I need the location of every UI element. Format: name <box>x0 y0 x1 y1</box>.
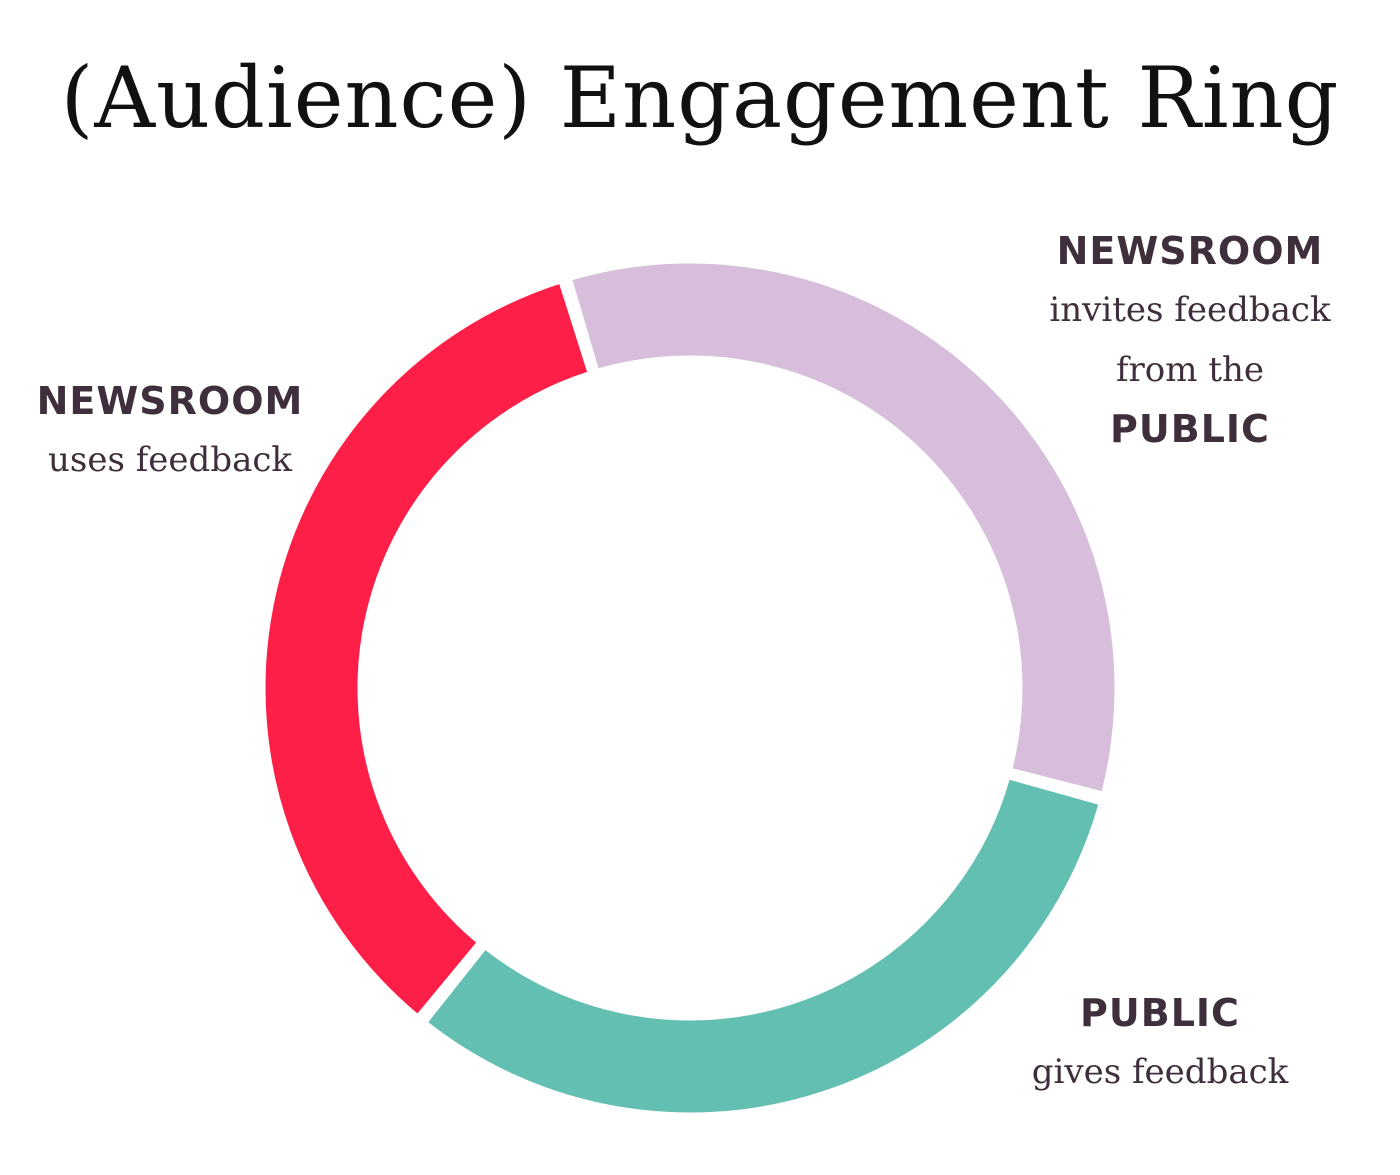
label-connector: from the <box>1115 350 1265 390</box>
label-actor: PUBLIC <box>1080 991 1240 1035</box>
label-newsroom-invites-feedback: NEWSROOM invites feedback from the PUBLI… <box>1010 222 1370 458</box>
label-action: gives feedback <box>1031 1052 1289 1092</box>
label-action: invites feedback <box>1049 290 1331 330</box>
ring-segment-invites-feedback <box>566 258 1120 798</box>
label-target: PUBLIC <box>1110 407 1270 451</box>
label-newsroom-uses-feedback: NEWSROOM uses feedback <box>10 372 330 490</box>
label-actor: NEWSROOM <box>36 379 304 423</box>
diagram-title: (Audience) Engagement Ring <box>60 49 1340 147</box>
ring-segment-uses-feedback <box>260 277 594 1021</box>
label-action: uses feedback <box>48 440 292 480</box>
ring-segment-gives-feedback <box>421 773 1105 1118</box>
label-public-gives-feedback: PUBLIC gives feedback <box>990 984 1330 1102</box>
label-actor: NEWSROOM <box>1056 229 1324 273</box>
